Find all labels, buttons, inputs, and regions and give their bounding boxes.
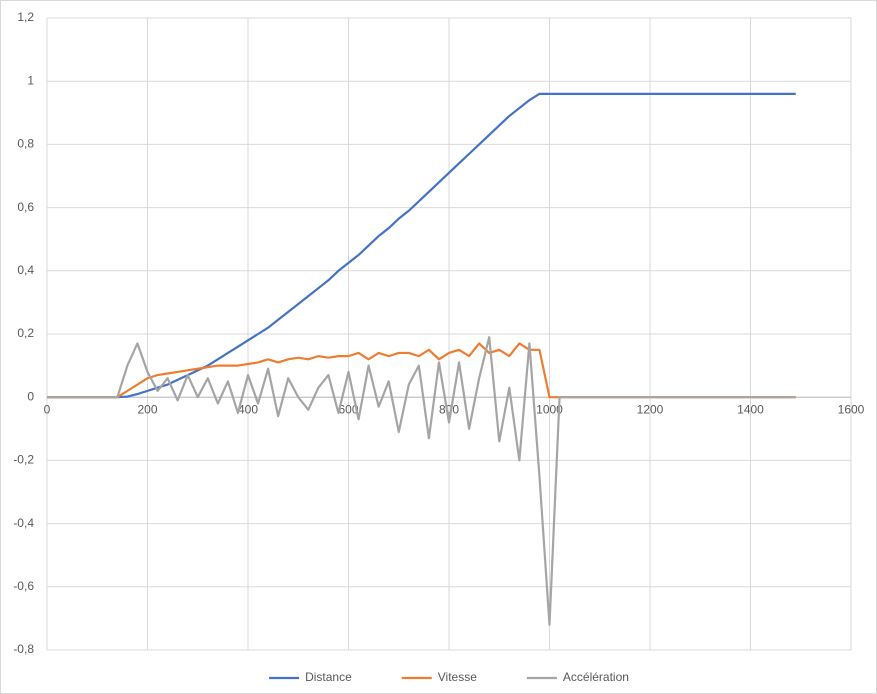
x-tick-label: 1000 xyxy=(536,402,563,416)
x-tick-label: 200 xyxy=(137,402,157,416)
y-tick-label: 0,6 xyxy=(17,200,34,214)
y-tick-label: 0 xyxy=(27,389,34,403)
y-tick-label: 0,4 xyxy=(17,263,34,277)
x-tick-label: 400 xyxy=(238,402,258,416)
x-tick-label: 800 xyxy=(439,402,459,416)
x-tick-label: 1200 xyxy=(637,402,664,416)
x-tick-label: 1600 xyxy=(838,402,865,416)
legend-label: Vitesse xyxy=(438,670,477,684)
y-tick-label: -0,6 xyxy=(13,579,34,593)
x-tick-label: 1400 xyxy=(737,402,764,416)
series-line xyxy=(47,342,796,399)
y-tick-label: 0,8 xyxy=(17,137,34,151)
y-tick-label: 1,2 xyxy=(17,10,34,24)
y-tick-label: -0,4 xyxy=(13,516,34,530)
legend-label: Accélération xyxy=(563,670,629,684)
y-tick-label: 1 xyxy=(27,73,34,87)
series-line xyxy=(47,336,796,626)
x-tick-label: 0 xyxy=(44,402,51,416)
y-tick-label: 0,2 xyxy=(17,326,34,340)
series-line xyxy=(47,92,796,399)
y-tick-label: -0,8 xyxy=(13,642,34,656)
legend-label: Distance xyxy=(305,670,352,684)
x-tick-label: 600 xyxy=(338,402,358,416)
y-tick-label: -0,2 xyxy=(13,453,34,467)
